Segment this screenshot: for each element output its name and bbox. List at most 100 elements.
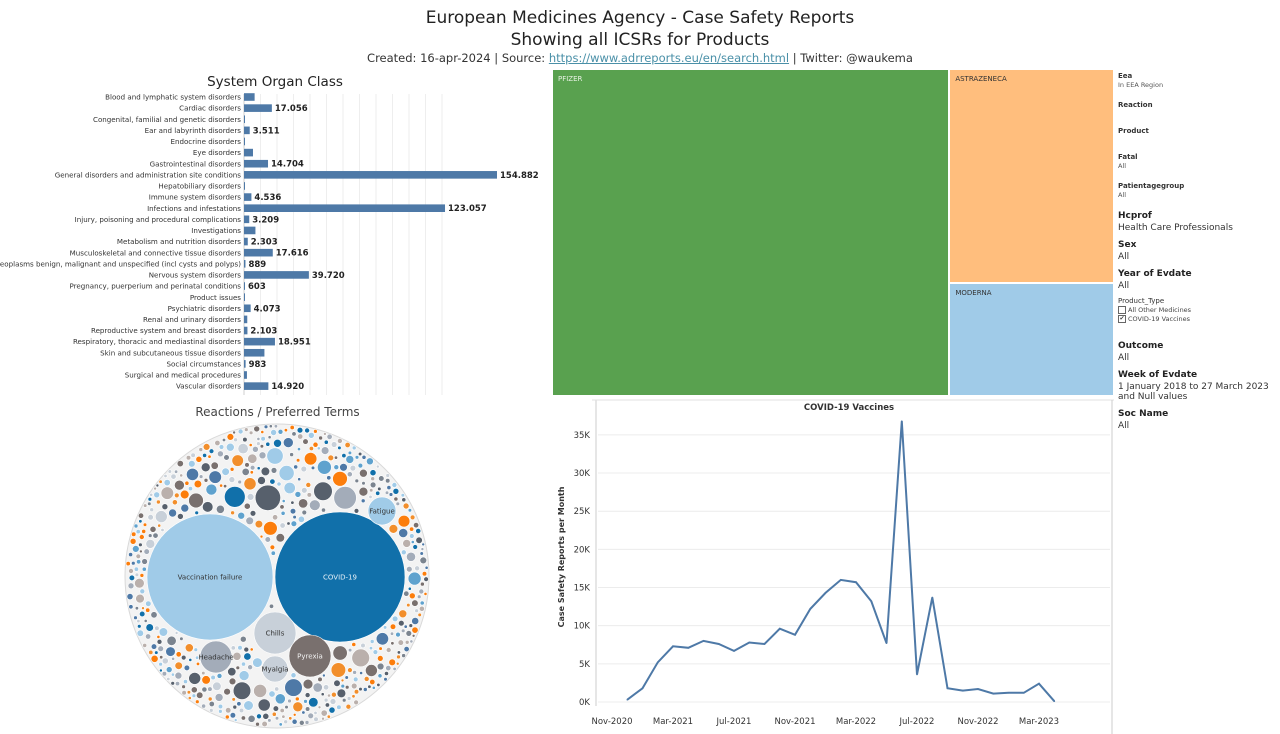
reaction-bubble[interactable]	[313, 710, 318, 715]
reaction-bubble[interactable]	[231, 454, 244, 467]
reaction-bubble[interactable]	[279, 707, 285, 713]
reaction-bubble[interactable]	[351, 682, 358, 690]
reaction-bubble[interactable]	[235, 665, 241, 671]
reaction-bubble[interactable]	[205, 483, 218, 496]
reaction-bubble[interactable]	[321, 716, 325, 721]
reaction-bubble[interactable]	[340, 678, 345, 683]
reaction-bubble[interactable]	[384, 490, 390, 495]
reaction-bubble[interactable]	[256, 436, 261, 441]
reaction-bubble[interactable]	[190, 686, 198, 694]
reaction-bubble[interactable]	[358, 451, 363, 457]
reaction-bubble[interactable]	[243, 646, 250, 653]
reaction-bubble[interactable]	[228, 476, 236, 483]
reaction-bubble[interactable]	[353, 689, 360, 695]
reaction-bubble[interactable]	[247, 453, 258, 464]
reaction-bubble[interactable]	[385, 665, 392, 672]
reaction-bubble[interactable]	[267, 718, 272, 723]
reaction-bubble[interactable]	[135, 529, 141, 535]
reaction-bubble[interactable]	[297, 433, 304, 440]
reaction-bubble[interactable]	[403, 624, 408, 629]
reaction-bubble[interactable]	[367, 684, 372, 689]
filter-outcome[interactable]: Outcome All	[1118, 341, 1278, 363]
reaction-bubble[interactable]	[201, 675, 211, 685]
line-point[interactable]	[748, 641, 751, 644]
reaction-bubble[interactable]	[241, 467, 250, 476]
reaction-bubble[interactable]	[369, 488, 374, 493]
reaction-bubble[interactable]	[337, 438, 343, 444]
reaction-bubble[interactable]	[201, 686, 208, 693]
reaction-bubble[interactable]	[346, 696, 352, 701]
reaction-bubble[interactable]	[307, 712, 314, 719]
reaction-bubble[interactable]	[308, 432, 315, 439]
product-type-option-covid[interactable]: ✔ COVID-19 Vaccines	[1118, 315, 1278, 323]
reaction-bubble[interactable]	[326, 714, 331, 719]
reaction-bubble[interactable]	[293, 464, 299, 470]
reaction-bubble[interactable]	[242, 437, 248, 443]
reaction-bubble[interactable]	[127, 582, 135, 590]
reaction-bubble[interactable]	[145, 600, 152, 607]
reaction-bubble[interactable]	[229, 466, 235, 472]
reaction-bubble[interactable]	[408, 623, 413, 628]
reaction-bubble[interactable]	[339, 463, 348, 472]
reaction-bubble[interactable]	[395, 501, 400, 507]
reaction-bubble[interactable]	[254, 484, 281, 511]
reaction-bubble[interactable]	[128, 568, 134, 574]
reaction-bubble[interactable]	[292, 701, 304, 713]
line-point[interactable]	[1038, 682, 1040, 685]
reaction-bubble[interactable]	[323, 439, 329, 445]
reaction-bubble[interactable]	[253, 611, 297, 655]
reaction-bubble[interactable]	[398, 609, 408, 619]
reaction-bubble[interactable]	[272, 705, 279, 712]
line-point[interactable]	[977, 688, 979, 690]
reaction-bubble[interactable]	[417, 612, 422, 617]
reaction-bubble[interactable]	[395, 661, 400, 666]
reaction-bubble[interactable]	[218, 444, 225, 450]
soc-bar[interactable]	[244, 237, 248, 246]
reaction-bubble[interactable]	[186, 468, 199, 481]
reaction-bubble[interactable]	[283, 428, 288, 433]
reaction-bubble[interactable]	[279, 522, 286, 529]
reaction-bubble[interactable]	[419, 551, 424, 556]
reaction-bubble[interactable]	[269, 603, 275, 609]
reaction-bubble[interactable]	[342, 698, 347, 703]
reaction-bubble[interactable]	[361, 481, 366, 486]
reaction-bubble[interactable]	[247, 714, 256, 723]
reaction-bubble[interactable]	[371, 685, 376, 690]
reaction-bubble[interactable]	[357, 462, 364, 469]
product-type-option-other[interactable]: All Other Medicines	[1118, 306, 1278, 314]
reaction-bubble[interactable]	[135, 553, 141, 560]
reaction-bubble[interactable]	[345, 703, 352, 710]
reaction-bubble[interactable]	[349, 464, 357, 472]
reaction-bubble[interactable]	[281, 499, 286, 503]
reaction-bubble[interactable]	[344, 441, 351, 448]
reaction-bubble[interactable]	[401, 628, 406, 634]
reaction-bubble[interactable]	[377, 655, 384, 662]
reaction-bubble[interactable]	[138, 534, 145, 540]
reaction-bubble[interactable]	[222, 437, 227, 442]
line-point[interactable]	[702, 640, 705, 642]
reaction-bubble[interactable]	[304, 720, 310, 725]
reaction-bubble[interactable]	[347, 667, 353, 673]
soc-bar[interactable]	[244, 260, 246, 268]
reaction-bubble[interactable]	[299, 719, 305, 726]
reaction-bubble[interactable]	[257, 698, 271, 712]
reaction-bubble[interactable]	[415, 536, 423, 544]
reaction-bubble[interactable]	[203, 477, 209, 483]
reaction-bubble[interactable]	[336, 688, 347, 698]
reaction-bubble[interactable]	[145, 607, 151, 613]
reaction-bubble[interactable]	[292, 514, 297, 520]
reaction-bubble[interactable]	[400, 549, 407, 556]
reaction-bubble[interactable]	[279, 504, 285, 510]
reaction-bubble[interactable]	[411, 599, 419, 607]
reaction-bubble[interactable]	[324, 702, 330, 708]
reaction-bubble[interactable]	[407, 586, 412, 591]
reaction-bubble[interactable]	[304, 692, 311, 698]
reaction-bubble[interactable]	[268, 424, 273, 429]
reaction-bubble[interactable]	[223, 688, 231, 696]
reaction-bubble[interactable]	[138, 542, 143, 548]
reaction-bubble[interactable]	[184, 480, 190, 486]
reaction-bubble[interactable]	[334, 455, 339, 460]
reaction-bubble[interactable]	[236, 701, 242, 707]
reaction-bubble[interactable]	[292, 712, 297, 717]
soc-bar[interactable]	[244, 137, 245, 146]
